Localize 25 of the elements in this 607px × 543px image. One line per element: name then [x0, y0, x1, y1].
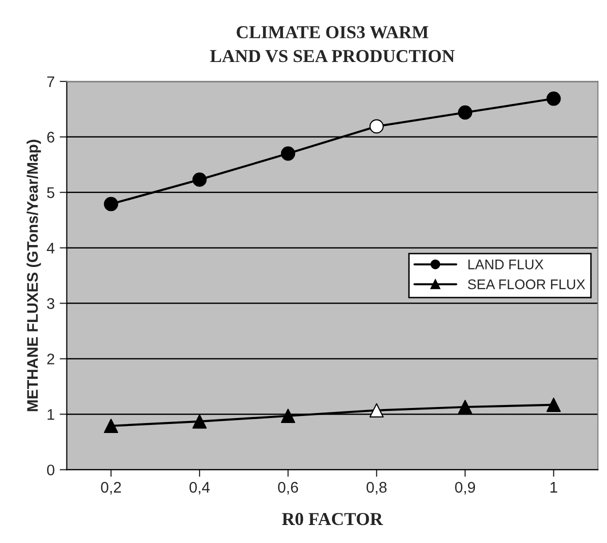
- y-tick-label: 4: [46, 242, 55, 254]
- x-tick-label: 0,4: [190, 482, 210, 495]
- point: [280, 408, 296, 424]
- x-tick-label: 0,9: [455, 482, 476, 495]
- point: [369, 403, 384, 418]
- chart-title: CLIMATE OIS3 WARM LAND VS SEA PRODUCTION: [210, 26, 455, 62]
- legend-label: SEA FLOOR FLUX: [468, 279, 586, 290]
- x-axis-title: R0 FACTOR: [282, 512, 384, 526]
- x-tick-label: 0,6: [278, 482, 298, 495]
- y-tick-label: 2: [47, 354, 54, 364]
- x-tick-label: 0,8: [366, 482, 387, 495]
- legend-label: LAND FLUX: [468, 260, 544, 270]
- point: [546, 398, 561, 412]
- y-tick-label: 5: [47, 187, 54, 198]
- y-tick-label: 7: [47, 76, 54, 87]
- y-tick-label: 3: [47, 298, 54, 309]
- point: [192, 414, 207, 429]
- y-tick-label: 6: [47, 132, 54, 143]
- x-tick-label: 1: [550, 482, 558, 493]
- point: [458, 400, 472, 414]
- y-axis-title: METHANE FLUXES (GTons/Year/Map): [26, 140, 41, 412]
- y-tick-label: 1: [48, 409, 54, 420]
- y-tick-label: 0: [47, 464, 54, 476]
- x-tick-label: 0,2: [101, 482, 121, 495]
- point: [104, 418, 118, 434]
